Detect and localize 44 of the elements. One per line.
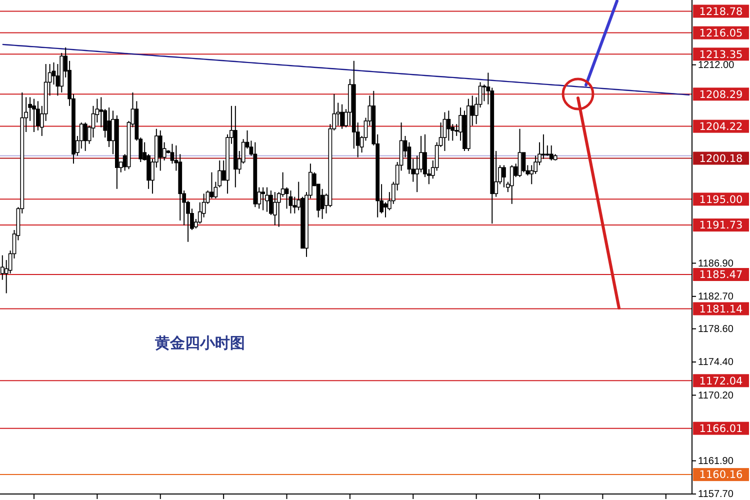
candlestick <box>518 128 522 178</box>
ref-line-label: 1160.16 <box>699 469 744 482</box>
candlestick <box>261 186 266 211</box>
candlestick <box>288 190 293 214</box>
ref-line-label: 1213.35 <box>699 48 743 61</box>
y-tick-label: 1174.40 <box>698 357 734 368</box>
y-tick-label: 1178.60 <box>698 324 734 336</box>
candlestick <box>107 106 111 148</box>
line-series <box>2 44 690 96</box>
ref-line-label: 1204.22 <box>699 120 743 133</box>
candlestick <box>522 152 526 173</box>
candlestick <box>265 186 269 212</box>
candlestick <box>210 172 214 199</box>
candlestick <box>542 134 546 160</box>
y-tick-label: 1170.20 <box>698 390 734 402</box>
y-tick-label: 1161.90 <box>698 456 734 468</box>
y-tick-label: 1182.70 <box>698 292 734 303</box>
candlestick <box>83 122 88 152</box>
candlestick <box>272 192 277 226</box>
ref-line-label: 1166.01 <box>699 422 743 435</box>
y-tick-label: 1212.00 <box>698 60 735 72</box>
candlestick <box>442 112 447 152</box>
y-tick-label: 1157.70 <box>698 489 734 500</box>
ref-line-label: 1172.04 <box>699 375 744 388</box>
candlestick <box>384 202 388 218</box>
candlestick <box>502 164 506 188</box>
candlestick <box>284 186 289 210</box>
ref-line-label: 1181.14 <box>699 303 744 316</box>
ref-line-label: 1218.78 <box>699 6 743 18</box>
annotation: 黄金四小时图 <box>154 334 245 352</box>
y-tick-label: 1186.90 <box>698 258 734 270</box>
ref-line-label: 1195.00 <box>699 194 743 206</box>
ref-line-label: 1200.18 <box>699 152 743 165</box>
candlestick <box>446 110 451 142</box>
candlestick <box>158 130 162 172</box>
ref-line-label: 1191.73 <box>699 220 743 232</box>
ref-line-label: 1216.05 <box>699 27 743 40</box>
candlestick <box>320 188 324 220</box>
candlestick <box>32 98 36 132</box>
candlestick <box>340 104 344 130</box>
ref-line-label: 1208.29 <box>699 88 743 101</box>
candlestick <box>510 164 514 204</box>
candlestick <box>549 144 554 161</box>
ref-line-label: 1185.47 <box>699 269 743 282</box>
